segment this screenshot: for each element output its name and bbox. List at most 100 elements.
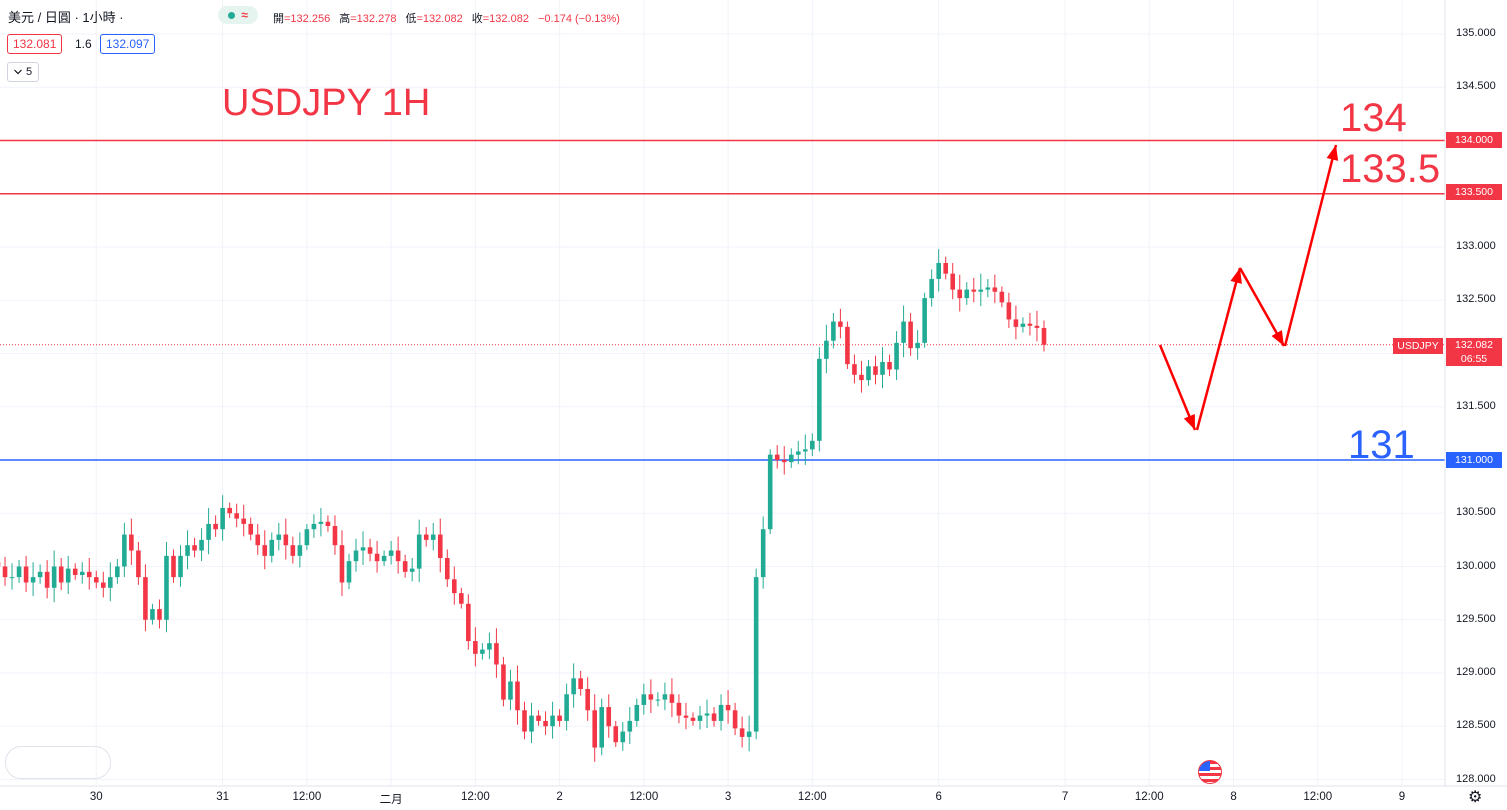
candle-body (9, 577, 15, 579)
candle-body (669, 694, 675, 703)
market-status-pill[interactable]: ≈ (218, 6, 258, 24)
candle-body (683, 715, 689, 718)
candle-body (1027, 323, 1033, 326)
candle-body (606, 707, 612, 727)
candle-body (550, 715, 555, 727)
candle-body (255, 534, 261, 546)
candle-body (332, 526, 338, 546)
time-tick-label: 6 (935, 791, 942, 803)
price-tick-label: 135.000 (1456, 27, 1496, 39)
candle-body (108, 577, 113, 588)
candle-body (72, 568, 78, 576)
candle-body (1013, 319, 1019, 327)
candle-body (1034, 325, 1040, 328)
candle-body (494, 643, 499, 665)
candle-body (838, 321, 843, 327)
indicators-toggle[interactable]: 5 (7, 62, 39, 82)
candle-body (508, 681, 513, 700)
candle-body (662, 694, 668, 700)
candle-body (1020, 323, 1026, 327)
candle-body (430, 534, 436, 540)
candle-body (774, 454, 780, 460)
candle-body (360, 547, 366, 551)
candle-body (339, 545, 345, 583)
price-tick-label: 129.500 (1456, 612, 1496, 625)
candle-body (304, 529, 310, 546)
candle-body (873, 366, 878, 375)
candle-body (781, 460, 787, 463)
candle-body (943, 262, 948, 274)
price-tick-label: 130.500 (1456, 506, 1496, 519)
candle-body (585, 688, 590, 711)
time-tick-label: 二月 (379, 794, 403, 806)
forecast-segment (1158, 344, 1197, 431)
candle-body (620, 731, 626, 743)
candle-body (374, 553, 380, 562)
price-tick-label: 133.000 (1456, 240, 1496, 252)
open-key: 開 (273, 13, 284, 25)
candle-body (936, 262, 941, 279)
candle-body (480, 649, 485, 654)
candle-body (388, 550, 394, 556)
candle-body (101, 582, 106, 588)
level-label-131: 131.000 (1446, 452, 1502, 468)
candle-body (655, 699, 661, 701)
candle-body (999, 291, 1005, 303)
annotation-133-5: 133.5 (1340, 147, 1441, 191)
candle-body (297, 545, 303, 556)
candle-body (964, 289, 970, 299)
candle-body (16, 566, 22, 578)
price-tick-label: 128.000 (1456, 772, 1496, 785)
candle-body (536, 715, 541, 721)
symbol-tag: USDJPY (1393, 338, 1443, 354)
candle-body (795, 451, 801, 455)
annotation-134: 134 (1340, 96, 1407, 140)
time-tick-label: 30 (89, 791, 103, 803)
candle-body (648, 694, 654, 700)
forecast-arrows (1158, 144, 1339, 431)
arrow-head (1271, 330, 1284, 346)
time-tick-label: 31 (216, 791, 230, 803)
time-tick-label: 7 (1061, 791, 1069, 803)
time-tick-label: 3 (724, 791, 732, 803)
buy-button[interactable]: 132.097 (100, 34, 156, 54)
gear-icon[interactable]: ⚙ (1468, 789, 1483, 806)
candle-body (276, 534, 282, 540)
chart-grid (0, 0, 1445, 786)
candle-body (93, 577, 99, 583)
candle-body (227, 507, 232, 514)
bar-countdown: 06:55 (1460, 353, 1488, 365)
candle-body (515, 681, 520, 711)
candle-body (641, 694, 647, 705)
candle-body (86, 571, 92, 578)
annotation-title: USDJPY 1H (222, 82, 431, 124)
symbol-title[interactable]: 美元 / 日圓 · 1小時 · (8, 10, 124, 25)
candle-body (473, 641, 478, 654)
candle-body (817, 358, 822, 441)
candle-body (459, 593, 464, 604)
candle-body (269, 539, 275, 556)
candle-body (1006, 302, 1012, 320)
candle-body (171, 555, 176, 578)
candle-body (51, 566, 57, 588)
time-tick-label: 12:00 (460, 791, 490, 803)
sell-button[interactable]: 132.081 (7, 34, 63, 54)
candle-body (346, 561, 352, 583)
candle-body (367, 547, 373, 554)
low-key: 低 (405, 13, 417, 25)
navigation-box[interactable] (5, 746, 111, 779)
us-flag-icon[interactable] (1198, 760, 1222, 784)
candle-body (381, 555, 387, 562)
candle-body (718, 704, 724, 721)
candle-body (437, 534, 443, 558)
candle-body (501, 664, 506, 700)
close-value: =132.082 (482, 13, 529, 25)
candle-body (908, 321, 913, 349)
time-tick-label: 12:00 (797, 791, 827, 803)
candle-body (901, 321, 906, 343)
candle-body (248, 523, 254, 535)
candle-body (234, 513, 239, 519)
time-tick-label: 12:00 (1303, 791, 1333, 803)
candle-body (767, 454, 773, 530)
